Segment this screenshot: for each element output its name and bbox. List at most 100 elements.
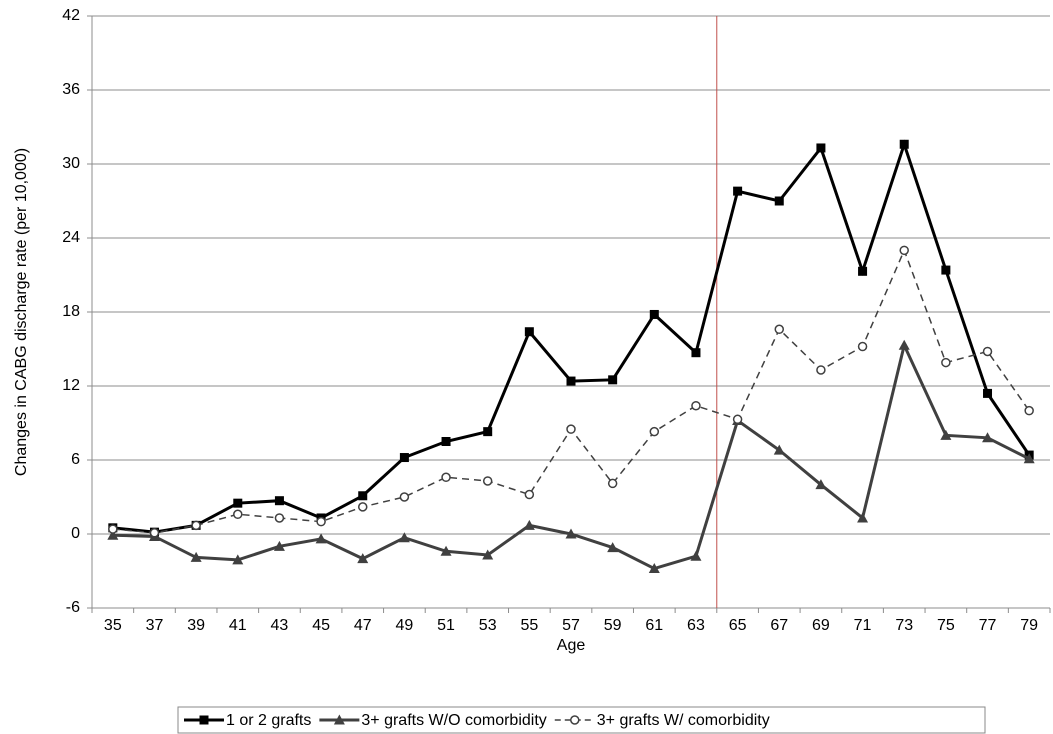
marker (399, 453, 409, 463)
marker (274, 513, 285, 523)
y-tick-label: -6 (66, 599, 80, 616)
marker (570, 715, 580, 725)
marker (941, 265, 951, 275)
y-tick-label: 30 (62, 155, 80, 172)
x-tick-label: 43 (271, 617, 289, 634)
x-axis-label: Age (557, 637, 586, 654)
marker (441, 472, 451, 483)
y-tick-label: 18 (62, 303, 80, 320)
y-tick-label: 6 (71, 451, 80, 468)
marker (191, 520, 201, 531)
marker (199, 715, 209, 725)
marker (357, 502, 368, 512)
marker (857, 512, 869, 523)
y-tick-label: 0 (71, 525, 80, 542)
marker (482, 549, 494, 560)
marker (398, 532, 410, 543)
x-tick-label: 67 (770, 617, 788, 634)
marker (816, 365, 826, 375)
x-tick-label: 71 (854, 617, 872, 634)
marker (566, 424, 576, 434)
marker (357, 553, 369, 564)
x-tick-label: 49 (395, 617, 413, 634)
marker (774, 324, 785, 335)
marker (982, 346, 993, 357)
marker (816, 143, 826, 153)
x-tick-label: 69 (812, 617, 830, 634)
marker (608, 375, 618, 385)
marker (983, 388, 993, 398)
x-tick-label: 59 (604, 617, 622, 634)
marker (774, 196, 784, 206)
marker (607, 542, 619, 553)
series-line (112, 139, 1031, 534)
x-tick-label: 57 (562, 617, 580, 634)
marker (691, 400, 701, 411)
x-tick-label: 73 (895, 617, 913, 634)
legend-box (177, 706, 986, 734)
x-tick-label: 47 (354, 617, 372, 634)
marker (483, 427, 493, 437)
marker (441, 437, 451, 446)
marker (648, 563, 660, 574)
marker (815, 479, 827, 490)
legend-label: 3+ grafts W/ comorbidity (597, 712, 770, 729)
y-tick-label: 42 (62, 7, 80, 24)
marker (649, 309, 659, 319)
y-tick-label: 36 (62, 81, 80, 98)
marker (733, 186, 743, 196)
legend-label: 1 or 2 grafts (226, 712, 311, 729)
x-tick-label: 35 (104, 617, 122, 634)
marker (232, 554, 244, 565)
marker (857, 341, 868, 352)
marker (732, 414, 743, 425)
marker (107, 529, 119, 540)
x-tick-label: 77 (979, 617, 997, 634)
marker (358, 491, 368, 501)
x-tick-label: 37 (146, 617, 164, 634)
marker (233, 509, 243, 520)
x-tick-label: 41 (229, 617, 247, 634)
marker (690, 550, 702, 561)
legend-label: 3+ grafts W/O comorbidity (361, 712, 546, 729)
x-tick-label: 79 (1020, 617, 1038, 634)
marker (1024, 405, 1034, 416)
marker (190, 551, 202, 562)
x-tick-label: 65 (729, 617, 747, 634)
marker (899, 245, 909, 256)
marker (941, 357, 951, 368)
marker (524, 327, 534, 337)
marker (440, 545, 452, 556)
marker (1023, 453, 1035, 464)
marker (858, 266, 868, 276)
marker (333, 714, 345, 725)
x-tick-label: 61 (645, 617, 663, 634)
marker (149, 528, 160, 538)
marker (399, 492, 410, 502)
x-tick-label: 39 (187, 617, 205, 634)
x-tick-label: 53 (479, 617, 497, 634)
y-tick-label: 12 (62, 377, 80, 394)
marker (565, 528, 577, 539)
marker (482, 476, 493, 486)
marker (315, 533, 327, 544)
marker (316, 516, 326, 527)
x-tick-label: 51 (437, 617, 455, 634)
x-tick-label: 45 (312, 617, 330, 634)
marker (899, 139, 909, 149)
x-tick-label: 55 (520, 617, 538, 634)
marker (274, 496, 284, 506)
marker (273, 540, 285, 551)
marker (566, 376, 576, 386)
marker (607, 478, 618, 489)
y-axis-label: Changes in CABG discharge rate (per 10,0… (13, 148, 30, 476)
x-tick-label: 63 (687, 617, 705, 634)
x-tick-label: 75 (937, 617, 955, 634)
y-tick-label: 24 (62, 229, 80, 246)
marker (982, 432, 994, 443)
marker (649, 426, 660, 437)
marker (773, 444, 785, 455)
marker (940, 429, 952, 440)
marker (898, 339, 910, 350)
